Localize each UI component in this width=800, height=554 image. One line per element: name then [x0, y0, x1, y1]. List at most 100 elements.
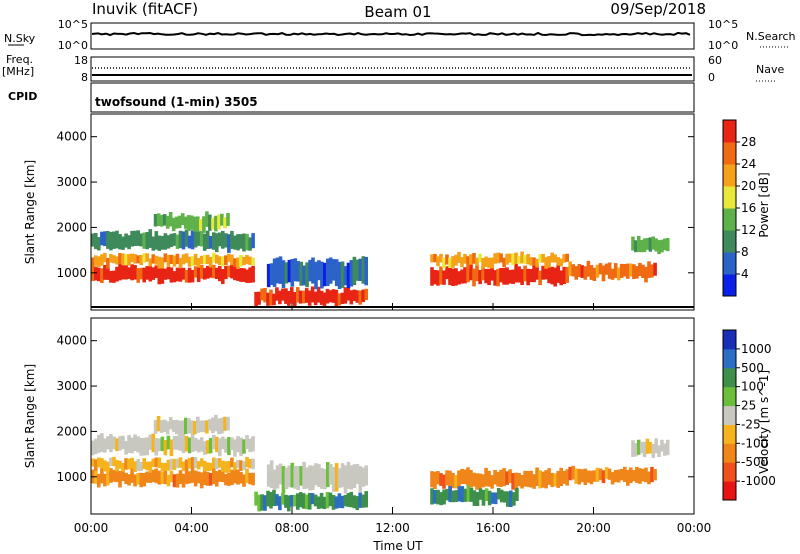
- velocity-cell: [647, 471, 651, 485]
- velocity-cell: [221, 460, 225, 473]
- power-cell: [517, 255, 521, 264]
- power-cell: [130, 264, 134, 281]
- velocity-cell: [221, 468, 225, 483]
- power-cell: [171, 217, 176, 232]
- velocity-plot-area: [91, 318, 694, 514]
- velocity-cell: [343, 494, 348, 507]
- velocity-cell: [445, 488, 449, 501]
- time-axis-label: Time UT: [372, 539, 423, 553]
- velocity-cell: [487, 490, 492, 506]
- velocity-cell: [298, 492, 303, 508]
- power-cell: [248, 267, 252, 283]
- power-cell: [487, 268, 491, 286]
- velocity-cell: [568, 466, 572, 481]
- power-cell: [547, 256, 551, 268]
- power-cell: [208, 265, 213, 278]
- velocity-cell: [484, 488, 489, 501]
- power-cell: [364, 288, 368, 301]
- power-cell: [156, 213, 161, 226]
- velocity-cell: [196, 471, 201, 484]
- velocity-cell: [151, 433, 156, 453]
- velocity-cell: [145, 437, 149, 456]
- velocity-cell: [638, 468, 642, 484]
- velocity-cell: [490, 475, 494, 489]
- power-cell: [165, 215, 170, 229]
- velocity-cell: [121, 462, 125, 472]
- power-cell: [647, 261, 651, 278]
- power-cell: [242, 256, 246, 266]
- power-cell: [663, 238, 667, 251]
- velocity-cell: [613, 470, 618, 483]
- power-cell: [221, 230, 225, 249]
- velocity-cell: [598, 468, 603, 481]
- velocity-cell: [430, 471, 434, 488]
- power-cell: [251, 257, 255, 266]
- power-cell: [145, 232, 149, 250]
- velocity-cell: [481, 489, 486, 506]
- velocity-cell: [281, 466, 286, 493]
- power-cell: [151, 236, 156, 251]
- power-cell: [212, 264, 216, 279]
- velocity-cell: [148, 434, 153, 450]
- power-cell: [523, 255, 527, 264]
- power-colorbar-tick-label: 12: [741, 223, 756, 237]
- power-cell: [346, 262, 351, 288]
- velocity-cell: [281, 492, 285, 505]
- velocity-cell: [199, 437, 204, 452]
- power-cell: [577, 264, 582, 277]
- power-cell: [454, 254, 458, 266]
- power-cell: [208, 214, 212, 231]
- power-cell: [541, 265, 545, 280]
- velocity-cell: [162, 419, 167, 432]
- power-cell: [355, 259, 360, 281]
- power-cell: [457, 271, 461, 285]
- nsearch-label: N.Search: [746, 30, 796, 43]
- power-cell: [202, 233, 207, 251]
- velocity-cell: [320, 468, 324, 489]
- power-cell: [266, 263, 271, 288]
- velocity-cell: [227, 461, 231, 473]
- power-cell: [118, 234, 122, 250]
- velocity-heatmap: [91, 414, 670, 512]
- power-cell: [463, 253, 467, 264]
- power-cell: [358, 290, 362, 305]
- power-colorbar-tick-label: 28: [741, 135, 756, 149]
- power-cell: [168, 212, 173, 227]
- power-colorbar-segment: [723, 186, 736, 209]
- power-cell: [529, 269, 533, 283]
- power-cell: [115, 256, 119, 265]
- power-cell: [478, 253, 482, 263]
- power-cell: [538, 254, 542, 263]
- power-cell: [281, 288, 285, 301]
- velocity-cell: [227, 472, 231, 486]
- power-cell: [181, 267, 186, 280]
- velocity-colorbar-tick-label: -1000: [741, 474, 776, 488]
- power-cell: [245, 255, 249, 265]
- power-colorbar-segment: [723, 142, 736, 165]
- velocity-cell: [224, 461, 228, 473]
- velocity-cell: [127, 474, 131, 486]
- power-cell: [115, 266, 119, 282]
- velocity-cell: [199, 420, 203, 433]
- power-cell: [642, 238, 647, 253]
- power-cell: [245, 233, 249, 251]
- power-cell: [115, 230, 119, 249]
- velocity-cell: [163, 468, 168, 485]
- velocity-cell: [571, 465, 575, 480]
- velocity-cell: [127, 435, 131, 453]
- velocity-cell: [202, 460, 207, 472]
- velocity-cell: [475, 492, 480, 506]
- velocity-cell: [163, 463, 168, 471]
- power-cell: [224, 255, 228, 266]
- power-colorbar-tick-label: 16: [741, 201, 756, 215]
- velocity-cell: [523, 470, 527, 487]
- power-cell: [196, 266, 201, 282]
- power-cell: [589, 265, 594, 280]
- power-cell: [293, 292, 297, 307]
- power-cell: [430, 267, 434, 286]
- power-cell: [305, 262, 309, 288]
- power-cell: [214, 215, 218, 232]
- velocity-cell: [496, 488, 501, 500]
- power-cell: [100, 254, 104, 266]
- power-cell: [650, 264, 654, 278]
